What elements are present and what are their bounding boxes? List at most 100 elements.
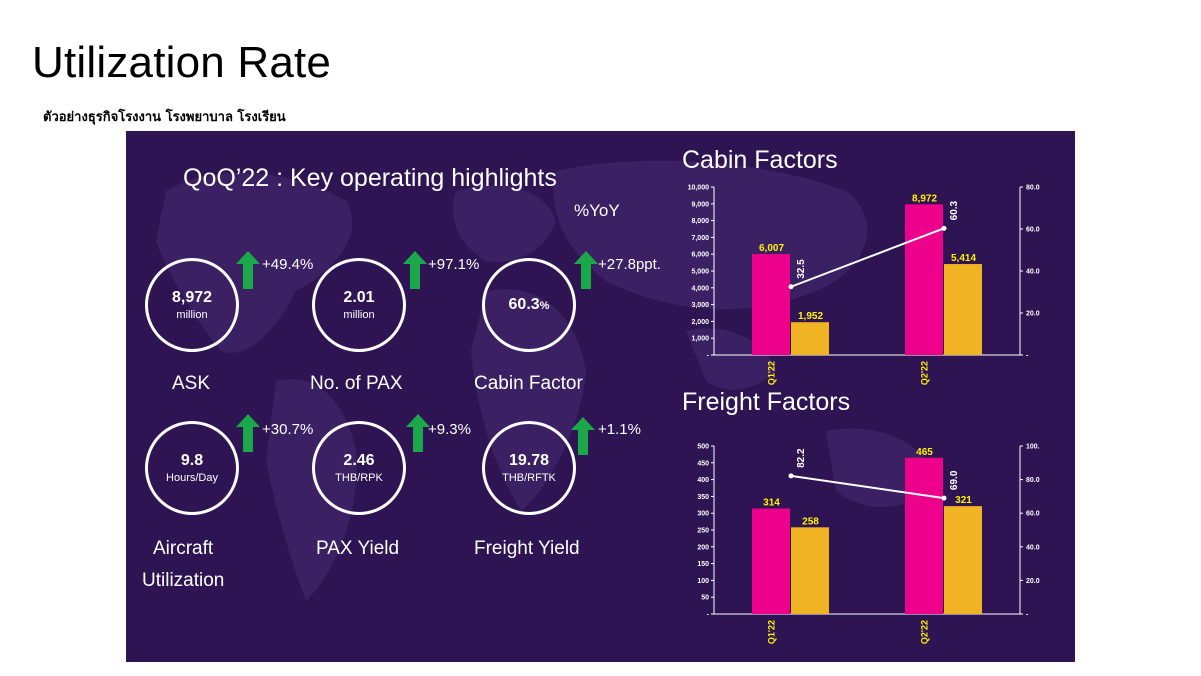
metric-value: 8,972 bbox=[171, 288, 213, 306]
metric-value: 2.46 bbox=[343, 451, 375, 469]
metric-label-cabin-factor: Cabin Factor bbox=[474, 373, 583, 394]
freight-factors-chart-title: Freight Factors bbox=[682, 388, 851, 416]
metric-label-pax: No. of PAX bbox=[310, 373, 403, 394]
metric-value: 9.8 bbox=[180, 451, 204, 469]
bar-value-label: 465 bbox=[916, 447, 933, 458]
freight-factors-chart: - 50 100 150 200 250 300 350 400 450 500 - 20.0 40.0 6… bbox=[697, 444, 1040, 645]
y-tick-label: 7,000 bbox=[691, 235, 709, 242]
bar-value-label: 321 bbox=[955, 495, 972, 506]
metric-circle-pax: 2.01 million bbox=[312, 258, 406, 352]
metric-circle-aircraft-utilization: 9.8 Hours/Day bbox=[145, 421, 239, 515]
y-tick-label: 1,000 bbox=[691, 336, 709, 343]
y-tick-label: 9,000 bbox=[691, 201, 709, 208]
y2-tick-label: 60.0 bbox=[1026, 227, 1040, 234]
y2-tick-label: 20.0 bbox=[1026, 578, 1040, 585]
up-arrow-icon bbox=[406, 414, 430, 452]
metric-circle-cabin-factor: 60.3% bbox=[482, 258, 576, 352]
y-tick-label: 8,000 bbox=[691, 218, 709, 225]
metric-unit: THB/RFTK bbox=[502, 471, 556, 484]
cabin-factors-chart-title: Cabin Factors bbox=[682, 146, 838, 174]
y-tick-label: - bbox=[707, 353, 710, 360]
yoy-label: %YoY bbox=[574, 201, 620, 220]
category-label: Q2'22 bbox=[920, 361, 930, 385]
y-tick-label: 200 bbox=[697, 544, 709, 551]
change-freight-yield: +1.1% bbox=[598, 421, 641, 438]
metric-circle-pax-yield: 2.46 THB/RPK bbox=[312, 421, 406, 515]
up-arrow-icon bbox=[403, 251, 427, 289]
y-tick-label: 250 bbox=[697, 528, 709, 535]
metric-label-aircraft-utilization: Aircraft bbox=[153, 538, 214, 559]
line-point-label: 32.5 bbox=[796, 259, 807, 279]
metric-label-ask: ASK bbox=[172, 373, 211, 394]
y-tick-label: 450 bbox=[697, 460, 709, 467]
metric-value: 2.01 bbox=[343, 288, 375, 306]
category-label: Q1'22 bbox=[767, 620, 777, 644]
line-series bbox=[790, 227, 945, 288]
metric-unit: million bbox=[176, 308, 208, 321]
y-tick-label: 6,000 bbox=[691, 252, 709, 259]
bar-value-label: 5,414 bbox=[951, 253, 976, 264]
highlights-slide: QoQ’22 : Key operating highlights %YoY 8… bbox=[126, 131, 1075, 662]
line-point-label: 69.0 bbox=[949, 470, 960, 490]
bar-primary bbox=[752, 254, 790, 355]
line-point bbox=[941, 225, 947, 231]
change-pax: +97.1% bbox=[428, 256, 480, 273]
up-arrow-icon bbox=[574, 251, 598, 289]
up-arrow-icon bbox=[571, 417, 595, 455]
page-title: Utilization Rate bbox=[32, 38, 332, 87]
line-point bbox=[788, 473, 794, 479]
bar-primary bbox=[905, 204, 943, 355]
y-tick-label: - bbox=[707, 612, 710, 619]
y2-tick-label: 80.0 bbox=[1026, 477, 1040, 484]
cabin-factors-chart: - 1,000 2,000 3,000 4,000 5,000 6,000 7,000 8,00… bbox=[688, 185, 1040, 386]
up-arrow-icon bbox=[236, 251, 260, 289]
line-series bbox=[790, 474, 945, 500]
metric-value: 60.3% bbox=[508, 295, 550, 313]
highlights-title: QoQ’22 : Key operating highlights bbox=[183, 164, 557, 192]
bar-secondary bbox=[791, 322, 829, 355]
y-tick-label: 400 bbox=[697, 477, 709, 484]
y-tick-label: 4,000 bbox=[691, 285, 709, 292]
change-ask: +49.4% bbox=[262, 256, 314, 273]
category-label: Q1'22 bbox=[767, 361, 777, 385]
y-tick-label: 100 bbox=[697, 578, 709, 585]
metric-unit: Hours/Day bbox=[166, 471, 218, 484]
bar-secondary bbox=[944, 264, 982, 355]
y-tick-label: 50 bbox=[701, 595, 709, 602]
bar-value-label: 314 bbox=[763, 497, 780, 508]
line-point-label: 82.2 bbox=[796, 448, 807, 468]
y-tick-label: 500 bbox=[697, 444, 709, 451]
y-tick-label: 150 bbox=[697, 561, 709, 568]
page-subtitle: ตัวอย่างธุรกิจโรงงาน โรงพยาบาล โรงเรียน bbox=[43, 110, 286, 125]
y-tick-label: 2,000 bbox=[691, 319, 709, 326]
y-tick-label: 3,000 bbox=[691, 302, 709, 309]
line-point-label: 60.3 bbox=[949, 200, 960, 220]
metric-circle-ask: 8,972 million bbox=[145, 258, 239, 352]
bar-value-label: 6,007 bbox=[759, 243, 784, 254]
bar-value-label: 258 bbox=[802, 516, 819, 527]
category-label: Q2'22 bbox=[920, 620, 930, 644]
change-cabin-factor: +27.8ppt. bbox=[598, 256, 661, 273]
change-pax-yield: +9.3% bbox=[428, 421, 471, 438]
bar-value-label: 8,972 bbox=[912, 193, 937, 204]
change-aircraft-utilization: +30.7% bbox=[262, 421, 314, 438]
y2-tick-label: - bbox=[1026, 353, 1029, 360]
metric-label-aircraft-utilization-line2: Utilization bbox=[142, 570, 225, 591]
up-arrow-icon bbox=[236, 414, 260, 452]
metric-unit: million bbox=[343, 308, 375, 321]
y-tick-label: 5,000 bbox=[691, 269, 709, 276]
y2-tick-label: 40.0 bbox=[1026, 269, 1040, 276]
metric-unit: THB/RPK bbox=[335, 471, 383, 484]
y2-tick-label: 80.0 bbox=[1026, 185, 1040, 192]
y-tick-label: 10,000 bbox=[688, 185, 710, 192]
y-tick-label: 300 bbox=[697, 511, 709, 518]
line-point bbox=[941, 495, 947, 501]
metric-label-freight-yield: Freight Yield bbox=[474, 538, 580, 559]
metric-circle-freight-yield: 19.78 THB/RFTK bbox=[482, 421, 576, 515]
metric-value: 19.78 bbox=[508, 451, 550, 469]
y2-tick-label: 60.0 bbox=[1026, 511, 1040, 518]
bar-primary bbox=[905, 457, 943, 614]
y-tick-label: 350 bbox=[697, 494, 709, 501]
y2-tick-label: - bbox=[1026, 612, 1029, 619]
line-point bbox=[788, 284, 794, 290]
